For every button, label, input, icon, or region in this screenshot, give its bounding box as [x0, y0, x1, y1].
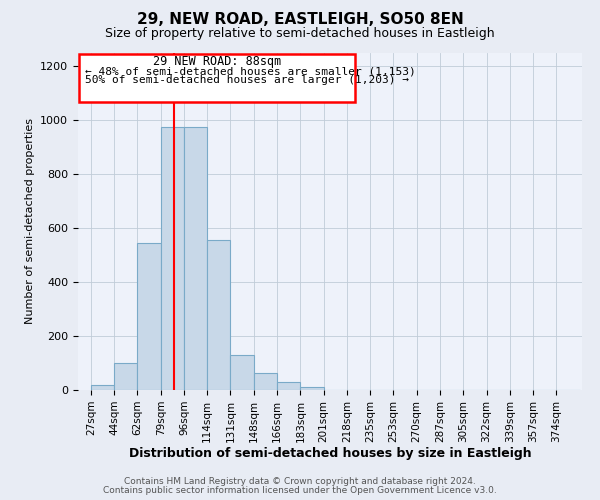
Bar — [161, 126, 184, 390]
Text: 29 NEW ROAD: 88sqm: 29 NEW ROAD: 88sqm — [153, 54, 281, 68]
Y-axis label: Number of semi-detached properties: Number of semi-detached properties — [25, 118, 35, 324]
Bar — [114, 363, 137, 390]
X-axis label: Distribution of semi-detached houses by size in Eastleigh: Distribution of semi-detached houses by … — [128, 448, 532, 460]
Bar — [301, 388, 323, 390]
Text: Contains public sector information licensed under the Open Government Licence v3: Contains public sector information licen… — [103, 486, 497, 495]
Bar — [91, 385, 114, 390]
Text: Contains HM Land Registry data © Crown copyright and database right 2024.: Contains HM Land Registry data © Crown c… — [124, 477, 476, 486]
Bar — [184, 126, 207, 390]
Bar — [207, 240, 230, 390]
Bar — [137, 243, 161, 390]
Text: 29, NEW ROAD, EASTLEIGH, SO50 8EN: 29, NEW ROAD, EASTLEIGH, SO50 8EN — [137, 12, 463, 28]
Bar — [254, 374, 277, 390]
Text: ← 48% of semi-detached houses are smaller (1,153): ← 48% of semi-detached houses are smalle… — [85, 66, 416, 76]
FancyBboxPatch shape — [79, 54, 355, 102]
Bar — [230, 355, 254, 390]
Bar — [277, 382, 301, 390]
Text: Size of property relative to semi-detached houses in Eastleigh: Size of property relative to semi-detach… — [105, 28, 495, 40]
Text: 50% of semi-detached houses are larger (1,203) →: 50% of semi-detached houses are larger (… — [85, 75, 409, 85]
